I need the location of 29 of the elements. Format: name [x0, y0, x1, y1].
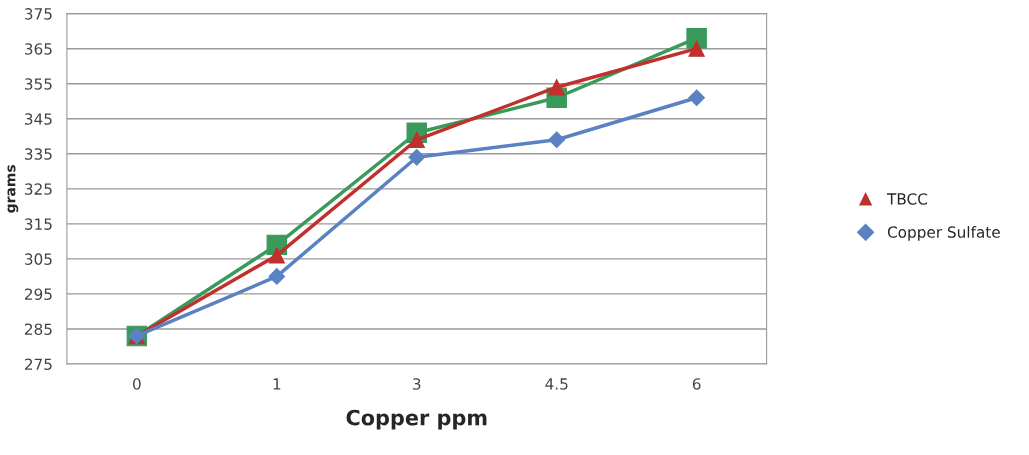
legend-label: TBCC	[886, 193, 928, 205]
point	[688, 89, 706, 107]
x-tick-label: 6	[692, 378, 701, 390]
y-tick-label: 305	[25, 253, 52, 265]
y-tick-label: 365	[25, 43, 52, 55]
x-tick-label: 4.5	[545, 378, 568, 390]
point	[688, 40, 705, 57]
x-tick-label: 0	[133, 378, 141, 390]
point	[268, 247, 285, 264]
y-tick-label: 315	[25, 218, 52, 230]
legend-label: Copper Sulfate	[887, 226, 1000, 241]
y-tick-label: 355	[25, 78, 52, 90]
x-axis-title: Copper ppm	[346, 409, 487, 430]
y-tick-label: 325	[25, 183, 52, 195]
point	[408, 148, 426, 166]
x-tick-label: 1	[273, 378, 281, 390]
y-tick-label: 285	[24, 323, 52, 335]
y-tick-label: 275	[24, 358, 52, 371]
y-tick-label: 335	[25, 148, 52, 160]
point	[686, 27, 707, 49]
point	[548, 79, 565, 96]
y-tick-label: 375	[25, 8, 52, 20]
point	[268, 268, 286, 285]
y-tick-label: 345	[25, 113, 52, 125]
y-tick-label: 295	[24, 288, 52, 300]
point	[548, 131, 566, 149]
y-axis-title: grams	[7, 165, 19, 213]
x-tick-label: 3	[413, 378, 421, 390]
point	[408, 131, 425, 148]
